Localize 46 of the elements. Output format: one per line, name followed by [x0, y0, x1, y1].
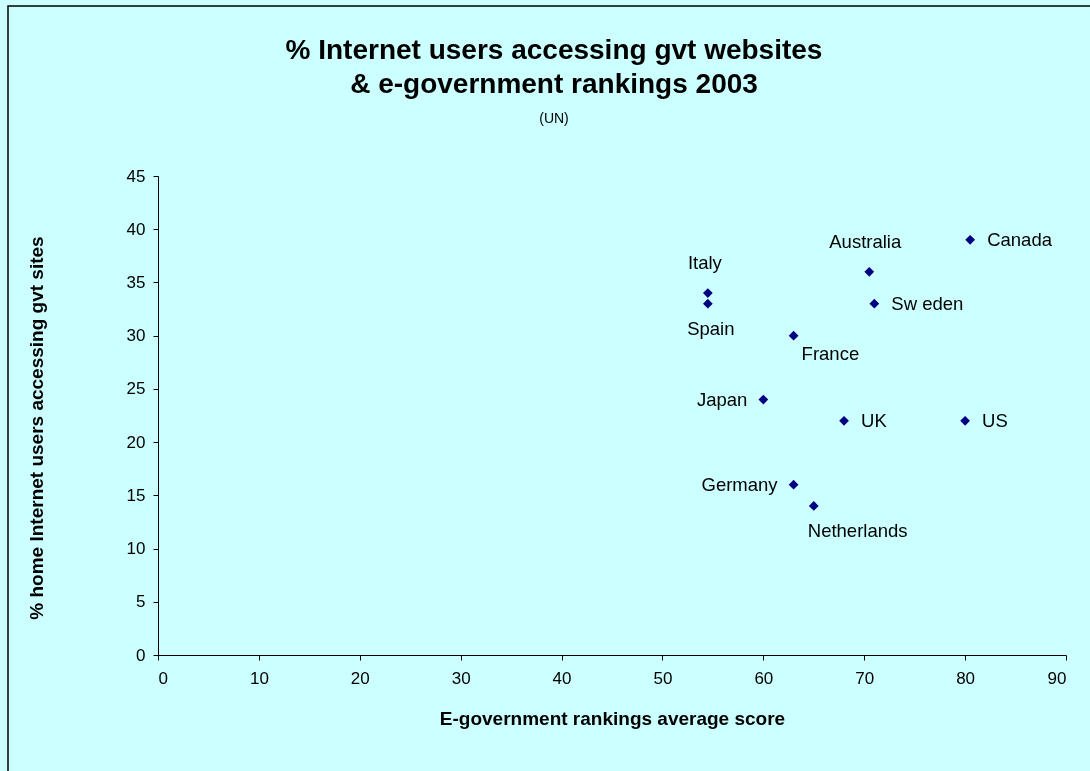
x-tick-label: 70 — [855, 668, 875, 688]
x-tick-label: 30 — [451, 668, 471, 688]
annotation: Spain — [687, 317, 735, 339]
annotation: Australia — [829, 230, 902, 252]
y-tick-label: 25 — [126, 379, 146, 399]
point — [788, 479, 799, 490]
x-tick-label: 80 — [956, 668, 976, 688]
point — [758, 394, 769, 405]
point — [839, 415, 849, 426]
x-tick-label: 20 — [350, 668, 370, 688]
x-tick-label: 0 — [158, 668, 168, 688]
x-axis-title: E-government rankings average score — [439, 707, 786, 729]
x-tick-label: 50 — [653, 668, 673, 688]
annotation: Germany — [701, 473, 779, 495]
point — [960, 415, 970, 426]
y-tick-label: 35 — [126, 272, 146, 292]
point — [864, 266, 875, 277]
y-tick-label: 10 — [126, 539, 146, 559]
point — [808, 501, 819, 511]
annotation: US — [982, 409, 1008, 431]
point — [702, 298, 713, 309]
x-tick-label: 90 — [1047, 668, 1067, 688]
y-axis-title: % home Internet users accessing gvt sites — [25, 236, 47, 620]
y-tick-label: 40 — [126, 219, 146, 239]
chart-title: % Internet users accessing gvt websites & e-government rankings 2003 — [285, 34, 823, 99]
y-tick-label: 5 — [136, 592, 146, 612]
annotation: Sw eden — [891, 292, 964, 314]
annotation: Canada — [987, 228, 1053, 250]
point — [702, 288, 713, 298]
y-tick-label: 15 — [126, 485, 146, 505]
x-tick-label: 10 — [249, 668, 269, 688]
chart-subtitle: (UN) — [539, 110, 569, 126]
y-tick-label: 0 — [136, 645, 146, 665]
point — [965, 234, 976, 245]
y-tick-label: 20 — [126, 432, 146, 452]
annotation: Japan — [696, 388, 748, 410]
annotation: Italy — [687, 252, 723, 274]
annotation: Netherlands — [807, 519, 908, 541]
annotation: UK — [861, 409, 888, 431]
annotation: France — [801, 342, 860, 364]
y-tick-label: 30 — [126, 326, 146, 346]
x-tick-label: 60 — [754, 668, 774, 688]
point — [869, 298, 880, 309]
y-tick-label: 45 — [126, 166, 146, 186]
x-tick-label: 40 — [552, 668, 572, 688]
point — [788, 330, 799, 341]
